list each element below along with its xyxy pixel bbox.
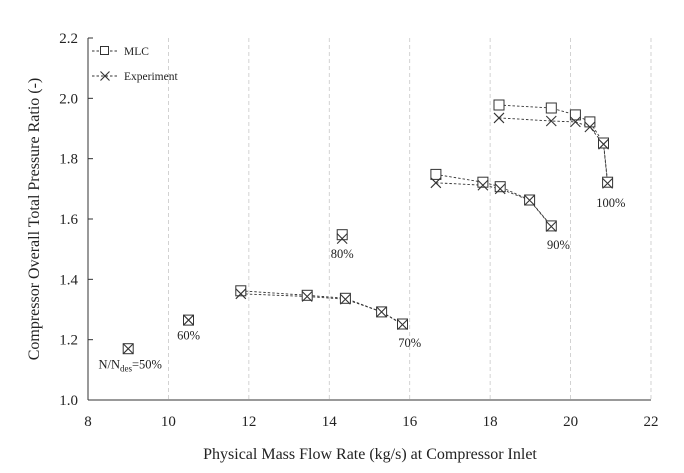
legend-marker-square [100,46,109,55]
y-tick-label: 1.8 [59,152,78,168]
x-tick-label: 8 [84,414,92,430]
data-point-experiment [602,178,613,189]
data-point-experiment [336,233,348,244]
speed-label: 60% [177,329,200,343]
data-point-mlc [493,99,505,111]
data-point-mlc [602,176,614,188]
grid [168,38,652,400]
data-point-experiment [235,288,247,300]
data-point-mlc [494,181,506,193]
annotations: N/Ndes=50% 60% 70% 80% 90% 100% [98,196,625,373]
y-tick-label: 1.0 [59,393,78,409]
data-point-mlc [430,168,442,180]
legend-marker-x [100,71,110,81]
data-point-mlc [569,109,581,121]
data-point-mlc [235,285,247,297]
series-lines [240,104,609,325]
speed-label: 80% [331,247,354,261]
y-tick-label: 2.0 [59,91,78,107]
series-markers [122,99,614,355]
x-tick-label: 20 [563,414,578,430]
data-point-mlc [584,116,596,128]
data-point-experiment [376,306,387,318]
data-point-experiment [598,138,609,150]
data-point-experiment [339,293,351,305]
y-axis-title: Compressor Overall Total Pressure Ratio … [26,78,43,361]
x-tick-label: 18 [483,414,498,430]
series-line-mlc [435,173,552,227]
axes [87,37,651,401]
data-point-experiment [584,121,596,133]
speed-label: N/Ndes=50% [98,357,162,373]
data-point-experiment [494,183,506,195]
data-point-experiment [397,319,408,330]
data-point-experiment [183,314,194,326]
y-tick-label: 1.4 [59,272,78,288]
data-point-mlc [477,176,489,188]
legend-item-mlc: MLC [92,46,149,58]
data-point-experiment [545,221,557,232]
data-point-experiment [524,194,535,206]
legend-label-mlc: MLC [124,46,149,58]
x-tick-label: 14 [322,414,338,430]
legend-item-experiment: Experiment [92,71,178,83]
legend: MLC Experiment [92,46,178,83]
data-point-experiment [477,179,489,191]
y-tick-label: 1.2 [59,333,78,349]
y-tick-label: 2.2 [59,31,78,47]
data-point-mlc [545,102,557,114]
speed-label: 90% [547,238,570,252]
tick-labels: 8 10 12 14 16 18 20 22 1.0 1.2 1.4 1.6 1.8 2.0 2.2 [59,31,658,430]
data-point-experiment [122,343,134,355]
data-point-mlc [336,229,348,241]
x-tick-label: 12 [241,414,256,430]
data-point-experiment [493,112,505,124]
legend-label-experiment: Experiment [124,71,178,83]
x-axis-title: Physical Mass Flow Rate (kg/s) at Compre… [203,446,537,463]
speed-label: 100% [596,196,625,210]
y-tick-label: 1.6 [59,212,78,228]
data-point-mlc [598,137,609,149]
speed-label: 70% [398,336,421,350]
series-line-mlc [498,104,609,183]
data-point-experiment [301,291,313,302]
x-tick-label: 16 [402,414,418,430]
x-tick-label: 10 [161,414,176,430]
data-point-mlc [301,289,313,301]
data-point-experiment [430,177,442,189]
x-tick-label: 22 [644,414,659,430]
data-point-experiment [570,116,581,128]
data-point-mlc [339,292,351,304]
data-point-experiment [545,115,557,127]
